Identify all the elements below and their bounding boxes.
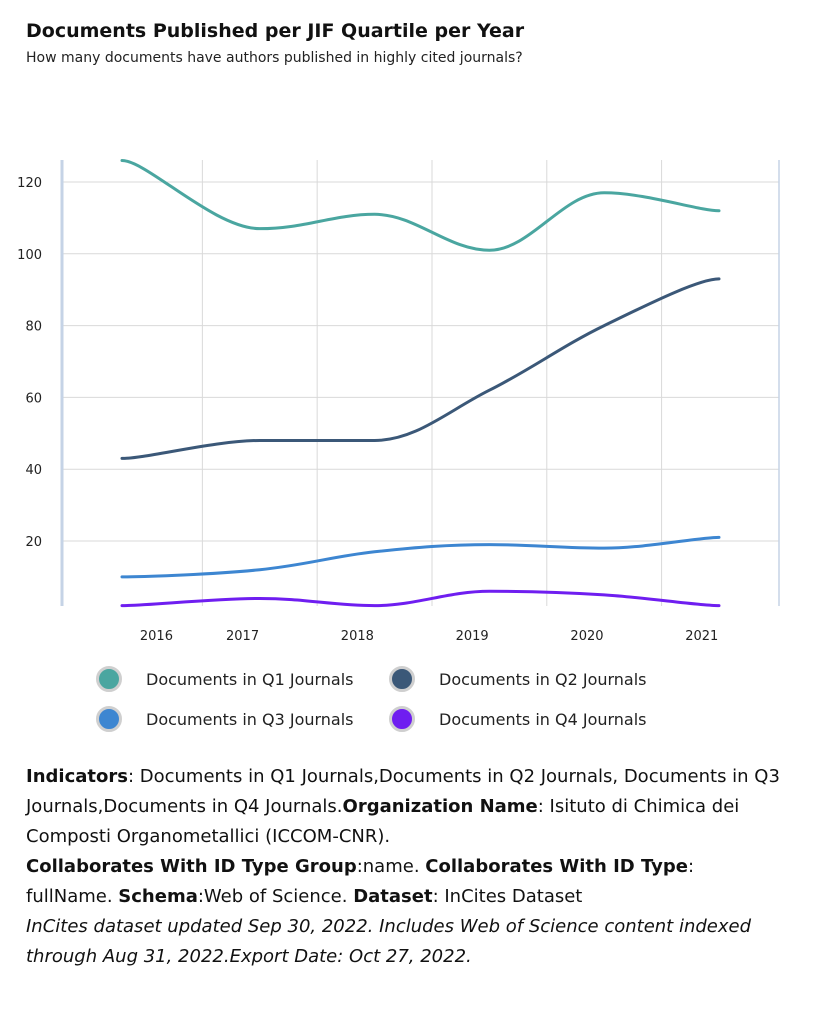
x-tick-label: 2017 <box>226 629 259 644</box>
indicators-label: Indicators <box>26 766 128 787</box>
series-line-q1 <box>120 158 721 252</box>
legend-item-q3[interactable]: Documents in Q3 Journals <box>96 706 354 732</box>
legend-label-q4: Documents in Q4 Journals <box>439 709 647 729</box>
chart-title: Documents Published per JIF Quartile per… <box>26 20 525 42</box>
line-chart: 20 40 60 80 100 120 2016 2017 2018 2019 2020 2021 <box>17 158 780 644</box>
organization-label: Organization Name <box>342 796 538 817</box>
series-line-q3 <box>120 535 721 579</box>
schema-value: :Web of Science. <box>197 886 354 907</box>
legend-item-q1[interactable]: Documents in Q1 Journals <box>96 666 354 692</box>
axes: 20 40 60 80 100 120 2016 2017 2018 2019 2020 2021 <box>17 160 780 644</box>
legend-swatch-q3 <box>96 706 122 732</box>
legend-item-q4[interactable]: Documents in Q4 Journals <box>389 706 647 732</box>
dataset-disclaimer: InCites dataset updated Sep 30, 2022. In… <box>26 916 752 967</box>
legend-label-q1: Documents in Q1 Journals <box>146 669 354 689</box>
collab-type-value: : fullName. <box>26 856 695 907</box>
x-tick-label: 2018 <box>341 629 374 644</box>
x-tick-label: 2019 <box>456 629 489 644</box>
grid-lines <box>62 160 779 606</box>
indicators-value: : Documents in Q1 Journals,Documents in … <box>26 766 780 817</box>
dataset-value: : InCites Dataset <box>432 886 583 907</box>
chart-footnote: Indicators: Documents in Q1 Journals,Doc… <box>26 762 786 972</box>
collab-type-label: Collaborates With ID Type <box>425 856 688 877</box>
series-lines <box>120 158 721 608</box>
legend-swatch-q2 <box>389 666 415 692</box>
collab-group-label: Collaborates With ID Type Group <box>26 856 357 877</box>
legend-swatch-q4 <box>389 706 415 732</box>
series-line-q4 <box>120 589 721 608</box>
y-tick-label: 60 <box>25 391 42 406</box>
y-tick-label: 120 <box>17 176 42 191</box>
y-tick-label: 20 <box>25 535 42 550</box>
series-line-q2 <box>120 277 721 460</box>
x-tick-label: 2016 <box>140 629 173 644</box>
chart-subtitle: How many documents have authors publishe… <box>26 50 523 66</box>
y-tick-label: 40 <box>25 463 42 478</box>
legend-swatch-q1 <box>96 666 122 692</box>
organization-value: : Isituto di Chimica dei Composti Organo… <box>26 796 740 847</box>
x-tick-label: 2021 <box>685 629 718 644</box>
dataset-label: Dataset <box>353 886 433 907</box>
legend-item-q2[interactable]: Documents in Q2 Journals <box>389 666 647 692</box>
legend-label-q2: Documents in Q2 Journals <box>439 669 647 689</box>
collab-group-value: :name. <box>356 856 426 877</box>
y-tick-label: 80 <box>25 320 42 335</box>
schema-label: Schema <box>118 886 198 907</box>
legend-label-q3: Documents in Q3 Journals <box>146 709 354 729</box>
y-tick-label: 100 <box>17 248 42 263</box>
x-tick-label: 2020 <box>570 629 603 644</box>
